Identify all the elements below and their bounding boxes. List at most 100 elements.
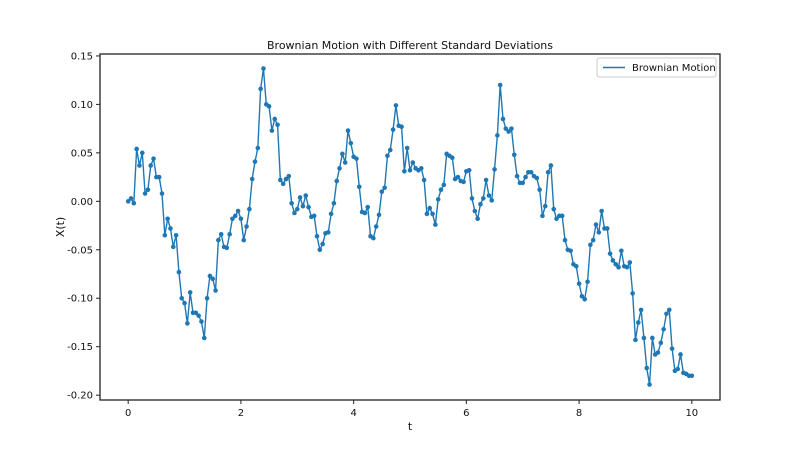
data-point [554,216,559,222]
data-point [348,140,354,146]
data-point [207,273,213,279]
data-point [596,230,602,235]
data-point [230,216,235,222]
data-point [176,269,182,275]
data-point [664,311,669,317]
data-point [616,264,621,270]
data-point [376,212,382,218]
data-point [514,173,520,179]
data-point [582,296,588,302]
data-point [619,248,624,254]
data-point [418,166,424,171]
data-point [283,176,289,182]
y-tick-label: -0.15 [67,342,93,353]
data-point [435,197,441,202]
data-point [588,242,593,248]
data-point [128,196,134,201]
data-point [331,200,337,206]
legend-label: Brownian Motion [632,63,716,74]
data-point [185,321,190,326]
y-tick-label: 0.10 [71,100,93,111]
data-point [441,182,447,188]
data-point [486,193,492,198]
data-point [483,177,489,183]
data-point [334,178,340,184]
data-point [162,232,168,238]
data-point [173,232,179,238]
data-point [641,335,647,341]
data-point [534,175,540,181]
data-point [559,213,565,219]
data-point [297,195,303,200]
data-point [503,126,509,131]
data-point [472,208,478,214]
data-point [134,146,139,152]
y-axis: 0.15 0.10 0.05 0.00 -0.05 -0.10 -0.15 -0.20 [67,51,100,402]
data-point [252,159,258,164]
data-point [430,211,435,217]
data-point [593,222,599,227]
data-point [244,224,249,229]
data-point [275,122,280,128]
data-point [320,241,325,247]
data-point [179,295,185,301]
data-point [607,251,613,256]
data-point [540,213,545,219]
x-axis-label: t [408,420,413,433]
data-point [303,193,309,198]
y-tick-label: -0.20 [67,391,93,402]
data-point [137,163,142,168]
data-point [148,163,154,168]
data-point [142,191,148,196]
data-point [306,204,311,210]
data-point [402,168,407,174]
data-point [170,244,176,250]
data-point [210,276,216,282]
data-point [492,167,497,172]
data-point [311,213,317,219]
data-point [523,174,528,180]
data-point [227,231,232,237]
data-point [573,263,579,269]
data-point [390,127,396,132]
data-point [393,103,399,108]
plot-frame [99,53,721,401]
data-point [475,216,480,222]
data-point [196,313,201,318]
data-point [145,187,151,192]
data-point [249,176,255,182]
data-point [630,291,635,296]
data-point [647,382,652,387]
data-point [610,258,616,263]
data-point [247,206,252,212]
data-point [669,346,675,351]
data-point [478,201,483,207]
data-point [286,173,292,179]
data-point [354,156,359,161]
data-point [328,211,334,217]
data-point [156,174,162,180]
data-point [131,200,137,206]
data-point [266,104,272,109]
data-point [658,340,664,346]
data-point [289,200,294,206]
data-point [258,86,263,92]
data-point [635,320,641,325]
data-point [193,310,199,316]
data-point [410,160,416,165]
data-point [489,198,495,203]
data-point [345,128,351,133]
data-point [461,179,466,185]
data-point [125,199,131,204]
y-axis-label: X(t) [54,217,67,237]
x-tick-label: 2 [238,408,244,419]
data-point [585,279,590,285]
data-point [427,205,433,211]
data-point [404,145,410,151]
data-point [590,237,596,243]
data-point [455,174,461,180]
data-point [269,128,275,133]
data-point [500,116,506,122]
chart-title: Brownian Motion with Different Standard … [267,39,553,52]
